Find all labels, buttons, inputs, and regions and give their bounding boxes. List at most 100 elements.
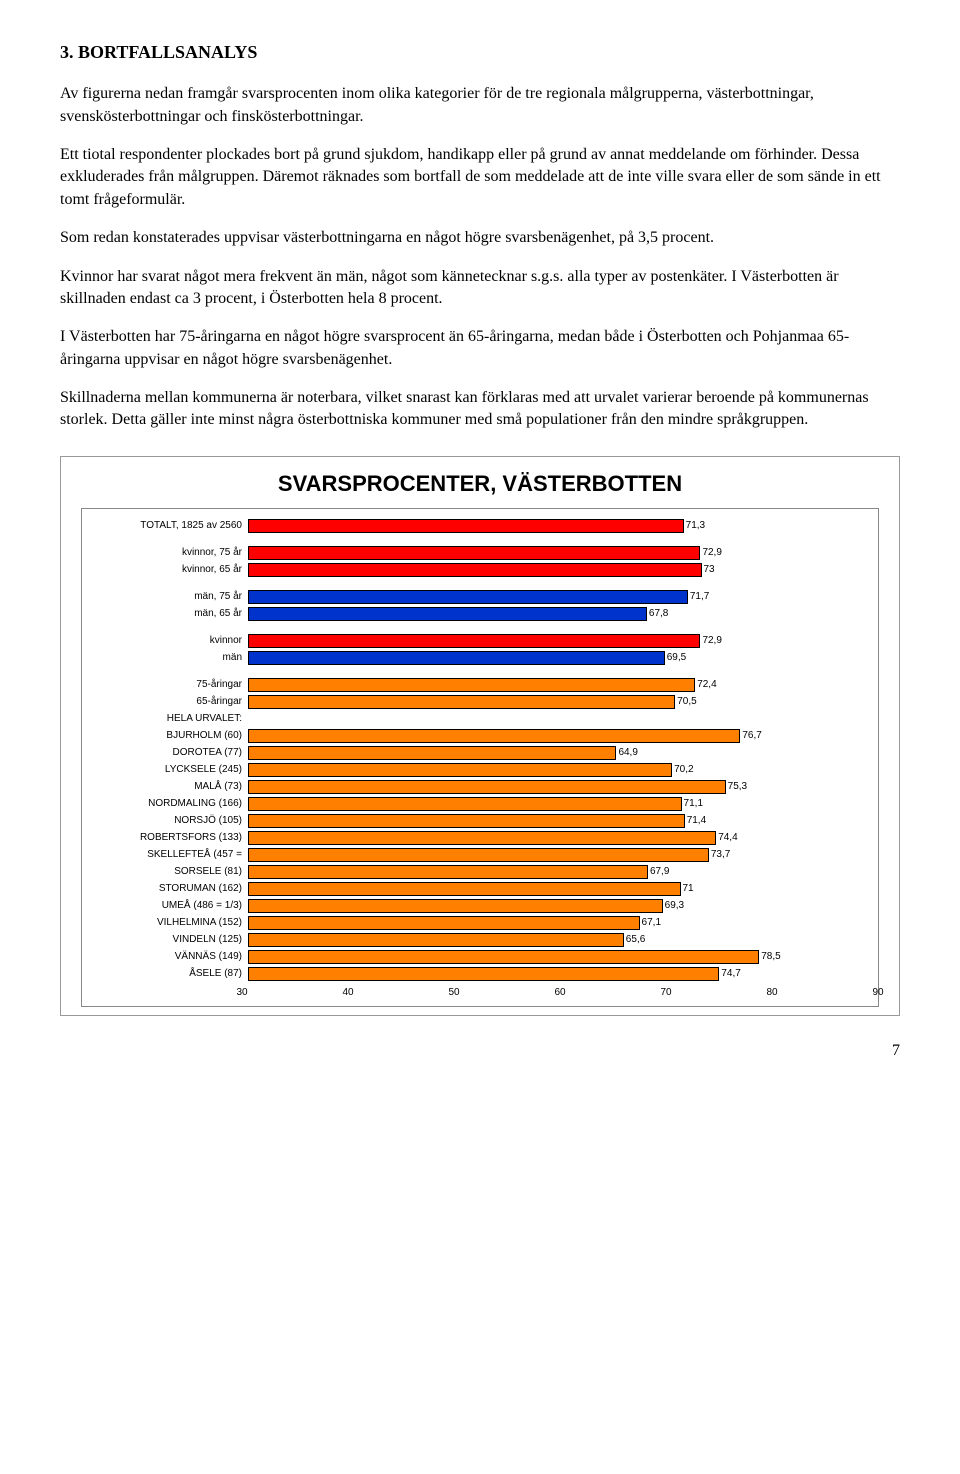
chart-bar-value: 73 <box>703 563 714 577</box>
section-heading: 3. BORTFALLSANALYS <box>60 40 900 65</box>
chart-bar-area: 78,5 <box>248 949 878 963</box>
chart-bar-label: STORUMAN (162) <box>82 883 248 894</box>
chart-bar-label: män <box>82 652 248 663</box>
body-paragraph: Ett tiotal respondenter plockades bort p… <box>60 144 900 211</box>
page-number: 7 <box>60 1040 900 1062</box>
chart-bar-value: 74,7 <box>721 967 740 981</box>
chart-bar-area: 67,1 <box>248 915 878 929</box>
chart-title: SVARSPROCENTER, VÄSTERBOTTEN <box>81 469 879 500</box>
chart-bar-value: 71 <box>683 882 694 896</box>
chart-bar-area: 69,3 <box>248 898 878 912</box>
chart-bar <box>248 933 624 947</box>
chart-bar-row: VILHELMINA (152) 67,1 <box>82 914 878 931</box>
chart-bar-value: 76,7 <box>742 729 761 743</box>
chart-bar <box>248 651 665 665</box>
chart-x-tick: 60 <box>554 986 565 1000</box>
chart-bar-value: 67,1 <box>642 916 661 930</box>
chart-bar-row: MALÅ (73)75,3 <box>82 778 878 795</box>
chart-bar-label: VÄNNÄS (149) <box>82 951 248 962</box>
body-paragraph: Som redan konstaterades uppvisar västerb… <box>60 227 900 249</box>
chart-bar-row: UMEÅ (486 = 1/3)69,3 <box>82 897 878 914</box>
chart-bar-row: 75-åringar72,4 <box>82 676 878 693</box>
chart-bar-area: 65,6 <box>248 932 878 946</box>
chart-bar-label: ÅSELE (87) <box>82 968 248 979</box>
chart-bar <box>248 746 616 760</box>
chart-bar-value: 65,6 <box>626 933 645 947</box>
chart-bar-value: 67,9 <box>650 865 669 879</box>
chart-x-tick: 80 <box>766 986 777 1000</box>
chart-bar-label: kvinnor <box>82 635 248 646</box>
chart-bar-row: SORSELE (81) 67,9 <box>82 863 878 880</box>
chart-bar-value: 72,9 <box>702 546 721 560</box>
chart-bar <box>248 590 688 604</box>
chart-bar-area: 72,9 <box>248 545 878 559</box>
chart-bar <box>248 831 716 845</box>
chart-bar-row: män 69,5 <box>82 649 878 666</box>
chart-bar-label: VINDELN (125) <box>82 934 248 945</box>
chart-x-tick: 90 <box>872 986 883 1000</box>
chart-bar-value: 70,5 <box>677 695 696 709</box>
chart-bar-label: VILHELMINA (152) <box>82 917 248 928</box>
chart-bar-label: LYCKSELE (245) <box>82 764 248 775</box>
chart-bar-row: VINDELN (125) 65,6 <box>82 931 878 948</box>
chart-bar-area: 76,7 <box>248 728 878 742</box>
chart-bar-area: 71,4 <box>248 813 878 827</box>
chart-bar-row: män, 65 år 67,8 <box>82 605 878 622</box>
chart-bar <box>248 763 672 777</box>
chart-bar-value: 73,7 <box>711 848 730 862</box>
chart-bar-value: 67,8 <box>649 607 668 621</box>
chart-bar-label: män, 65 år <box>82 608 248 619</box>
chart-bar-value: 69,3 <box>665 899 684 913</box>
chart-bar-label: NORDMALING (166) <box>82 798 248 809</box>
chart-bar <box>248 780 726 794</box>
chart-bar-label: män, 75 år <box>82 591 248 602</box>
chart-bar-row: NORDMALING (166)71,1 <box>82 795 878 812</box>
chart-bar-row: STORUMAN (162) 71 <box>82 880 878 897</box>
chart-bar <box>248 546 700 560</box>
chart-bar <box>248 882 681 896</box>
chart-bar-value: 74,4 <box>718 831 737 845</box>
chart-bar-area: 67,8 <box>248 606 878 620</box>
chart-bar-area: 75,3 <box>248 779 878 793</box>
chart-x-tick: 40 <box>342 986 353 1000</box>
chart-x-tick: 50 <box>448 986 459 1000</box>
chart-bar-area: 71 <box>248 881 878 895</box>
body-paragraph: Skillnaderna mellan kommunerna är noterb… <box>60 387 900 432</box>
chart-bar-value: 70,2 <box>674 763 693 777</box>
chart-bar <box>248 916 640 930</box>
chart-bar-label: 65-åringar <box>82 696 248 707</box>
chart-bar-label: TOTALT, 1825 av 2560 <box>82 520 248 531</box>
chart-bar-area: 69,5 <box>248 650 878 664</box>
chart-bar-area: 70,2 <box>248 762 878 776</box>
chart-bar <box>248 607 647 621</box>
chart-bar-area: 74,7 <box>248 966 878 980</box>
body-paragraph: Av figurerna nedan framgår svarsprocente… <box>60 83 900 128</box>
chart-bar <box>248 814 685 828</box>
chart-bar <box>248 865 648 879</box>
chart-bar-area: 64,9 <box>248 745 878 759</box>
chart-bar-row: ROBERTSFORS (133) 74,4 <box>82 829 878 846</box>
body-paragraph: I Västerbotten har 75-åringarna en något… <box>60 326 900 371</box>
chart-bar-area: 67,9 <box>248 864 878 878</box>
chart-bar-row: kvinnor72,9 <box>82 632 878 649</box>
chart-bar-area: 71,1 <box>248 796 878 810</box>
chart-bar-value: 71,7 <box>690 590 709 604</box>
chart-bar-label: SORSELE (81) <box>82 866 248 877</box>
chart-bar-row: BJURHOLM (60)76,7 <box>82 727 878 744</box>
chart-bar <box>248 563 702 577</box>
body-paragraph: Kvinnor har svarat något mera frekvent ä… <box>60 266 900 311</box>
chart-x-tick: 30 <box>236 986 247 1000</box>
chart-bar-value: 69,5 <box>667 651 686 665</box>
chart-bar-label: HELA URVALET: <box>82 713 248 724</box>
chart-bar <box>248 634 700 648</box>
chart-bar-row: ÅSELE (87) 74,7 <box>82 965 878 982</box>
chart-bar-row: kvinnor, 75 år72,9 <box>82 544 878 561</box>
chart-bar <box>248 848 709 862</box>
chart-bar-value: 78,5 <box>761 950 780 964</box>
chart-bar-label: NORSJÖ (105) <box>82 815 248 826</box>
chart-bar-label: ROBERTSFORS (133) <box>82 832 248 843</box>
chart-x-axis: 30405060708090 <box>82 986 878 1002</box>
chart-bar <box>248 678 695 692</box>
chart-bar-row: 65-åringar 70,5 <box>82 693 878 710</box>
chart-bar-row: VÄNNÄS (149) 78,5 <box>82 948 878 965</box>
